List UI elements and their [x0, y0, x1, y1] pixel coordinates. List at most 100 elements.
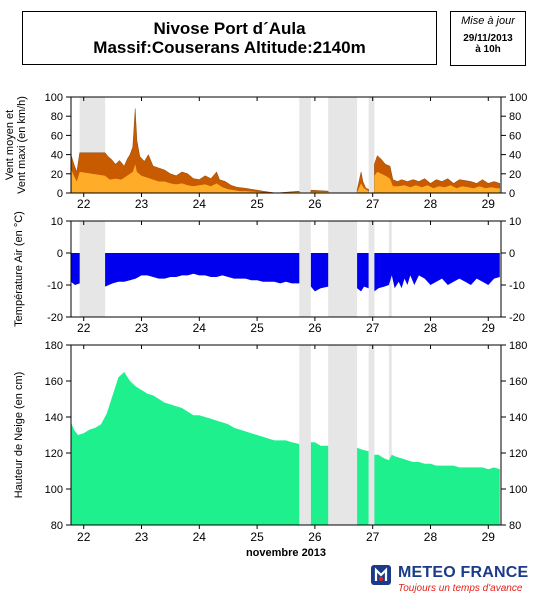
x-tick-label: 25	[250, 530, 264, 544]
series-area-temp-rature	[357, 253, 369, 292]
series-area-hauteur-de-neige	[310, 442, 329, 525]
x-tick-label: 24	[193, 321, 207, 335]
y-tick-label: 40	[509, 150, 521, 162]
y-tick-label: 10	[51, 216, 63, 228]
y-tick-label: 80	[509, 520, 521, 532]
x-tick-label: 23	[135, 530, 149, 544]
x-tick-label: 28	[424, 530, 438, 544]
missing-data-band	[368, 345, 375, 525]
series-area-vent-moyen	[357, 183, 369, 193]
update-box: Mise à jour 29/11/2013 à 10h	[450, 11, 526, 66]
x-tick-label: 24	[193, 530, 207, 544]
x-tick-label: 22	[77, 321, 91, 335]
missing-data-band	[328, 345, 358, 525]
station-subtitle: Massif:Couserans Altitude:2140m	[93, 38, 366, 57]
y-tick-label: 140	[45, 412, 63, 424]
series-area-hauteur-de-neige	[357, 447, 369, 525]
y-tick-label: 100	[509, 92, 527, 104]
update-time: à 10h	[475, 44, 501, 55]
y-tick-label: 80	[509, 111, 521, 123]
series-area-temp-rature	[71, 253, 80, 285]
y-tick-label: 0	[509, 248, 515, 260]
update-date: 29/11/2013	[463, 33, 513, 44]
y-tick-label: 20	[509, 169, 521, 181]
x-tick-label: 23	[135, 321, 149, 335]
x-tick-label: 26	[308, 321, 322, 335]
series-area-vent-moyen	[374, 171, 500, 193]
update-label: Mise à jour	[461, 15, 515, 27]
title-box: Nivose Port d´Aula Massif:Couserans Alti…	[22, 11, 437, 65]
missing-data-band	[328, 97, 358, 193]
x-tick-label: 29	[482, 321, 496, 335]
plot-frame	[70, 220, 502, 318]
x-tick-label: 25	[250, 321, 264, 335]
missing-data-band	[79, 221, 106, 317]
x-tick-label: 29	[482, 530, 496, 544]
y-axis-label: Température Air (en °C)	[13, 211, 25, 327]
y-tick-label: 40	[51, 150, 63, 162]
y-tick-label: 0	[57, 188, 63, 200]
x-tick-label: 28	[424, 197, 438, 211]
x-tick-label: 24	[193, 197, 207, 211]
logo-name: METEO FRANCE	[398, 564, 529, 581]
x-tick-label: 27	[366, 197, 380, 211]
y-tick-label: 160	[509, 376, 527, 388]
y-tick-label: 80	[51, 520, 63, 532]
series-area-vent-moyen	[71, 164, 300, 193]
missing-data-band	[299, 345, 311, 525]
y-tick-label: 0	[509, 188, 515, 200]
y-tick-label: 180	[45, 340, 63, 352]
y-axis-label: Vent maxi (en km/h)	[16, 96, 28, 194]
y-tick-label: 20	[51, 169, 63, 181]
series-area-temp-rature	[105, 253, 300, 287]
x-tick-label: 27	[366, 321, 380, 335]
missing-data-band	[368, 97, 375, 193]
y-tick-label: 180	[509, 340, 527, 352]
y-tick-label: 100	[45, 92, 63, 104]
y-tick-label: 160	[45, 376, 63, 388]
x-tick-label: 26	[308, 197, 322, 211]
x-tick-label: 22	[77, 530, 91, 544]
x-tick-label: 25	[250, 197, 264, 211]
chart-panel-3: 80 80 100 100 120 120 140 140 160 160 180 180 22 23 24…	[13, 340, 527, 559]
series-area-vent-maxi	[374, 155, 500, 194]
y-tick-label: 120	[509, 448, 527, 460]
series-area-temp-rature	[374, 253, 500, 292]
x-tick-label: 26	[308, 530, 322, 544]
y-axis-label: Hauteur de Neige (en cm)	[13, 372, 25, 499]
x-tick-label: 23	[135, 197, 149, 211]
series-area-vent-maxi	[70, 108, 300, 194]
y-tick-label: 0	[57, 248, 63, 260]
y-tick-label: 60	[51, 130, 63, 142]
y-tick-label: -10	[47, 280, 63, 292]
y-tick-label: 80	[51, 111, 63, 123]
y-tick-label: -20	[47, 312, 63, 324]
series-area-hauteur-de-neige	[374, 454, 500, 525]
plot-frame	[70, 96, 502, 194]
y-tick-label: 120	[45, 448, 63, 460]
x-tick-label: 27	[366, 530, 380, 544]
y-tick-label: 140	[509, 412, 527, 424]
station-title: Nivose Port d´Aula	[153, 19, 306, 38]
y-tick-label: 10	[509, 216, 521, 228]
meteo-france-logo: METEO FRANCE Toujours un temps d'avance	[370, 564, 536, 594]
chart-panel-2: -20 -20 -10 -10 0 0 10 10 22 23 24 25 26 27 28 29 Tempér…	[13, 211, 525, 335]
missing-data-band	[368, 221, 375, 317]
series-area-temp-rature	[310, 253, 329, 292]
missing-data-band	[328, 221, 358, 317]
series-area-hauteur-de-neige	[71, 372, 300, 525]
plot-frame	[70, 344, 502, 526]
x-tick-label: 22	[77, 197, 91, 211]
missing-data-band	[388, 345, 392, 525]
x-tick-label: 28	[424, 321, 438, 335]
meteo-france-emblem-icon	[371, 565, 391, 585]
chart-panel-1: 0 0 20 20 40 40 60 60 80 80 100 100 22 23 24 25 26 27 28 29…	[4, 92, 527, 211]
missing-data-band	[299, 97, 311, 193]
logo-tagline: Toujours un temps d'avance	[398, 583, 523, 594]
y-axis-label: Vent moyen et	[4, 110, 16, 180]
y-tick-label: -10	[509, 280, 525, 292]
y-tick-label: 60	[509, 130, 521, 142]
x-tick-label: 29	[482, 197, 496, 211]
y-tick-label: -20	[509, 312, 525, 324]
